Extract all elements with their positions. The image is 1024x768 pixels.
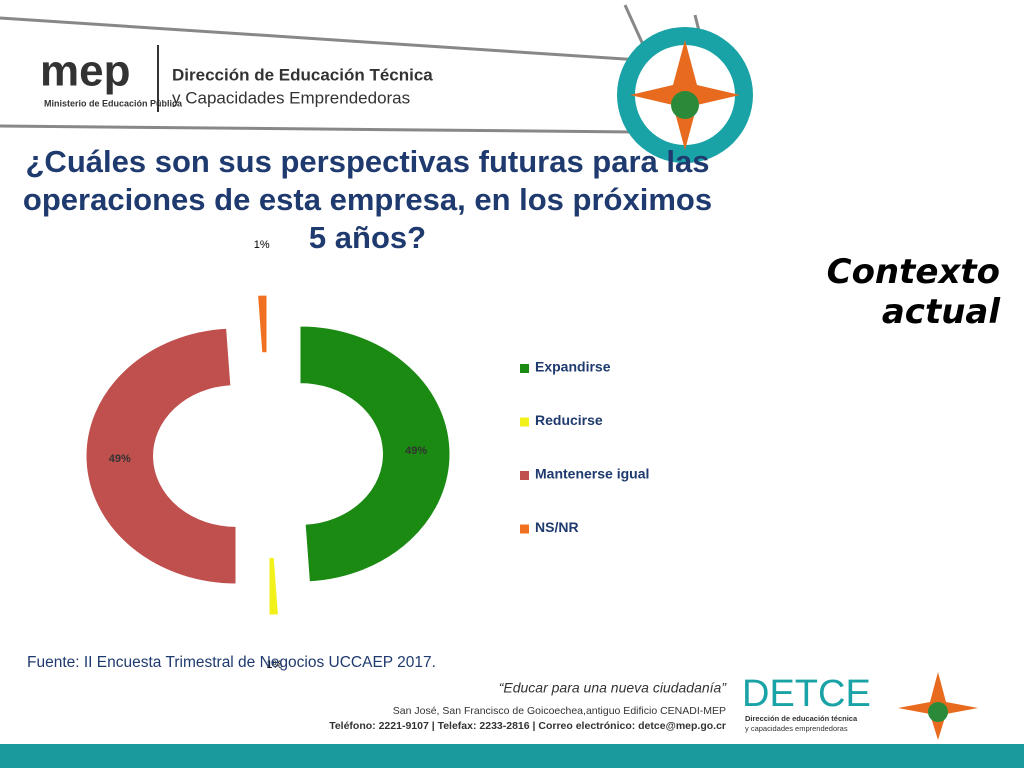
ministry: Ministerio de Educación Pública	[44, 98, 183, 108]
header-line1: Dirección de Educación Técnica	[172, 65, 433, 84]
context-label: Contexto actual	[826, 252, 1000, 332]
legend-label: NS/NR	[535, 519, 579, 535]
legend-label: Mantenerse igual	[535, 466, 649, 482]
data-label: 49%	[405, 445, 427, 457]
legend-swatch	[520, 364, 529, 373]
brand-line2: y capacidades emprendedoras	[745, 724, 848, 733]
brand: DETCE	[742, 673, 871, 715]
footer-bar	[0, 744, 1024, 768]
legend-label: Reducirse	[535, 412, 603, 428]
donut-slice	[268, 556, 279, 616]
brand-line1: Dirección de educación técnica	[745, 714, 858, 723]
data-label: 49%	[109, 453, 131, 465]
legend-label: Expandirse	[535, 359, 611, 375]
donut-slice	[257, 294, 268, 354]
legend-swatch	[520, 471, 529, 480]
mep-logo: mep	[40, 47, 130, 96]
address: San José, San Francisco de Goicoechea,an…	[393, 705, 726, 717]
donut-slice	[299, 325, 451, 583]
header-line	[0, 16, 641, 62]
legend-swatch	[520, 417, 529, 427]
legend-swatch	[520, 524, 529, 534]
source: Fuente: II Encuesta Trimestral de Negoci…	[27, 654, 436, 671]
donut-chart: 49% 1% 49% 1% Expandirse Reducirse Mantenerse …	[85, 239, 649, 671]
donut-slice	[85, 327, 237, 585]
data-label: 1%	[266, 659, 282, 671]
motto: “Educar para una nueva ciudadanía”	[499, 680, 728, 696]
footer-logo	[898, 672, 978, 740]
gear-logo	[617, 27, 753, 163]
data-label: 1%	[254, 239, 270, 251]
contact: Teléfono: 2221-9107 | Telefax: 2233-2816…	[329, 720, 726, 732]
header-line	[0, 124, 641, 134]
header-line2: y Capacidades Emprendedoras	[172, 88, 410, 107]
chart-title: ¿Cuáles son sus perspectivas futuras par…	[22, 144, 713, 255]
